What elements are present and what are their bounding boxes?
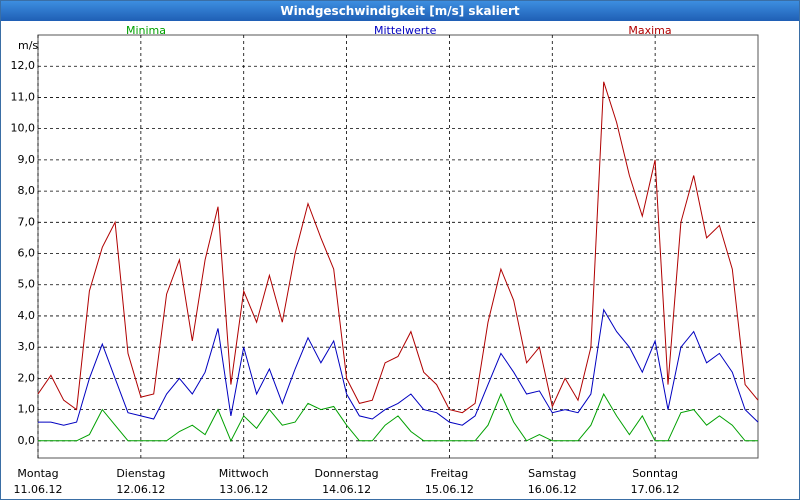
y-tick-label: 1,0 [18, 403, 36, 416]
y-tick-label: 2,0 [18, 371, 36, 384]
x-tick-date: 16.06.12 [528, 483, 577, 496]
x-tick-date: 14.06.12 [322, 483, 371, 496]
y-tick-label: 7,0 [18, 215, 36, 228]
title-bar: Windgeschwindigkeit [m/s] skaliert [1, 1, 799, 21]
series-line [37, 81, 759, 414]
y-tick-label: 4,0 [18, 309, 36, 322]
y-tick-label: 10,0 [11, 122, 36, 135]
legend-entry: Mittelwerte [374, 24, 437, 37]
x-tick-label: Montag [17, 467, 58, 480]
x-tick-label: Dienstag [116, 467, 165, 480]
x-tick-date: 15.06.12 [425, 483, 474, 496]
y-tick-label: 0,0 [18, 434, 36, 447]
x-tick-label: Freitag [431, 467, 469, 480]
y-tick-label: 9,0 [18, 153, 36, 166]
y-tick-label: 5,0 [18, 278, 36, 291]
y-tick-label: 12,0 [11, 59, 36, 72]
legend-entry: Maxima [628, 24, 671, 37]
series-line [38, 308, 759, 426]
legend-entry: Minima [126, 24, 166, 37]
x-tick-date: 11.06.12 [14, 483, 63, 496]
x-tick-date: 13.06.12 [219, 483, 268, 496]
plot-area [37, 34, 759, 459]
y-tick-label: 3,0 [18, 340, 36, 353]
y-unit: m/s [18, 39, 38, 52]
x-tick-label: Sonntag [632, 467, 678, 480]
x-tick-date: 12.06.12 [116, 483, 165, 496]
x-tick-label: Mittwoch [219, 467, 269, 480]
y-tick-label: 6,0 [18, 247, 36, 260]
x-tick-date: 17.06.12 [631, 483, 680, 496]
series-line [38, 392, 758, 442]
x-tick-label: Samstag [528, 467, 576, 480]
x-tick-label: Donnerstag [314, 467, 378, 480]
y-tick-label: 11,0 [11, 90, 36, 103]
y-tick-label: 8,0 [18, 184, 36, 197]
